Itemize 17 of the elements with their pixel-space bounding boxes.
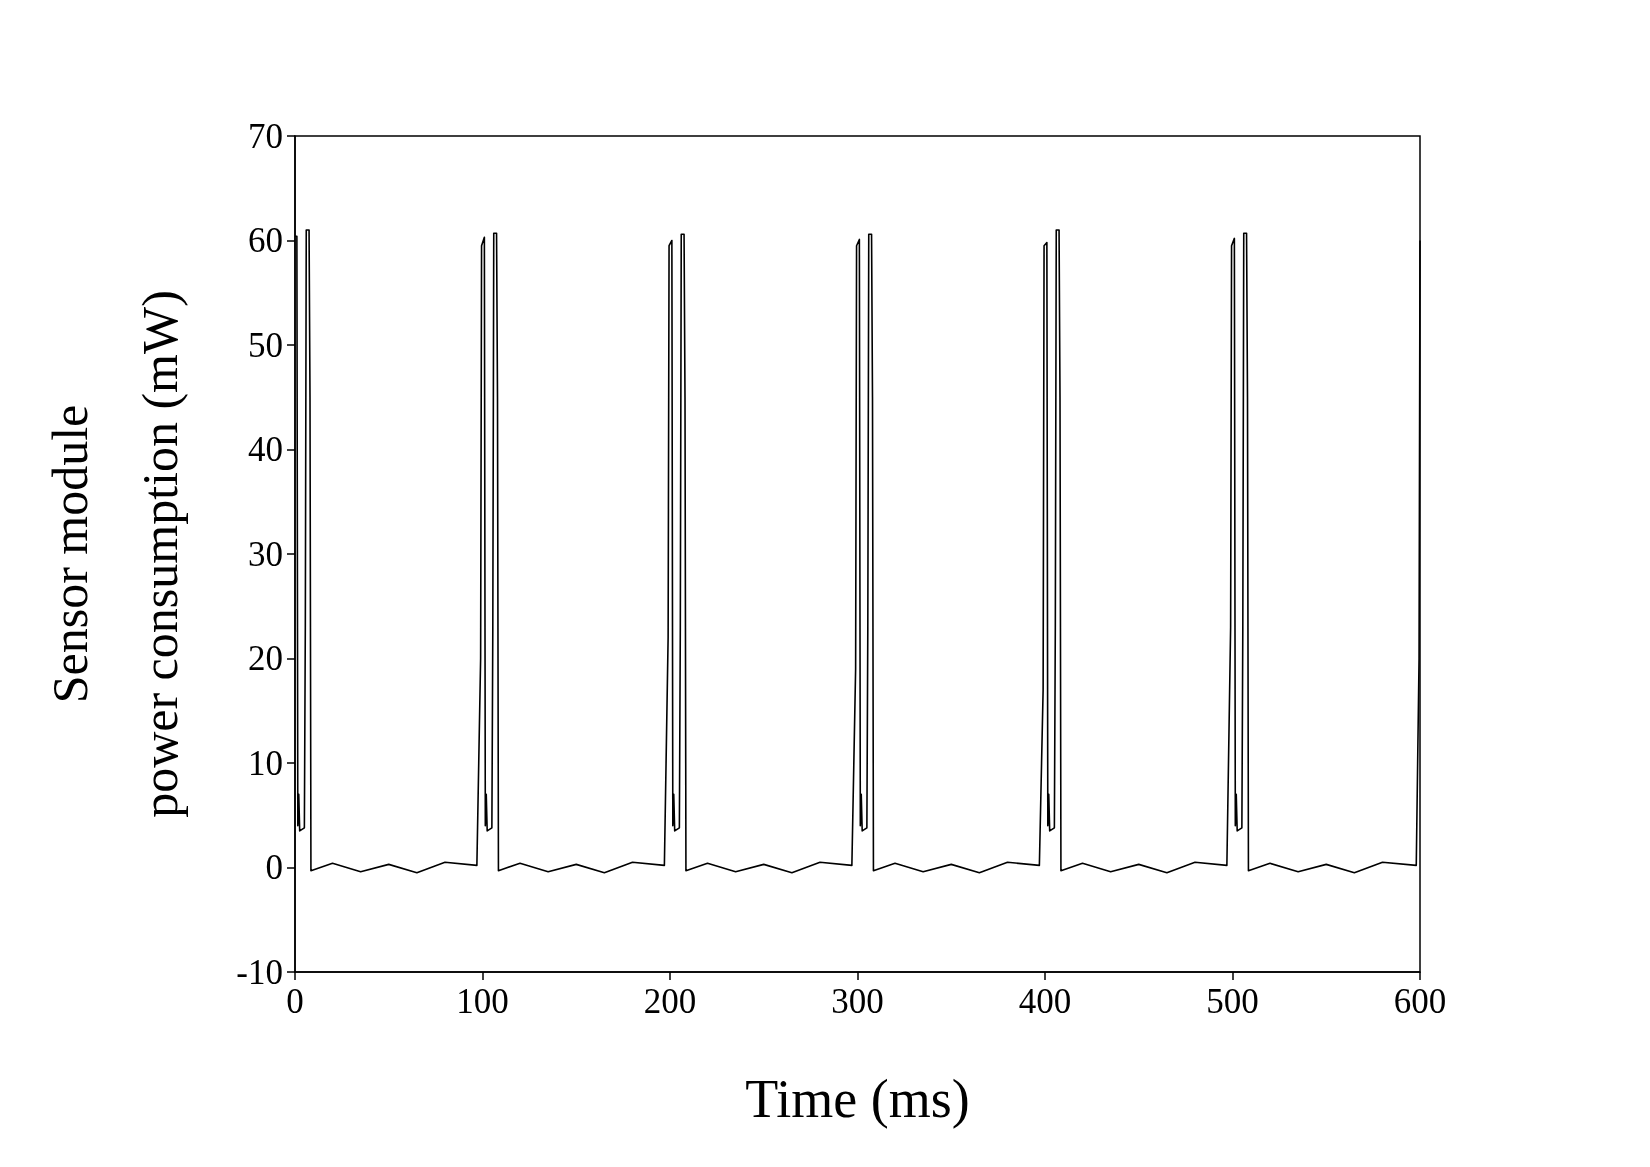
y-tick-label: 20 bbox=[248, 639, 283, 678]
y-tick-label: 50 bbox=[248, 325, 283, 365]
x-tick-label: 400 bbox=[1018, 982, 1072, 1021]
x-tick-label: 100 bbox=[456, 982, 509, 1021]
x-axis-title: Time (ms) bbox=[745, 1069, 970, 1129]
y-tick-label: -10 bbox=[236, 952, 283, 992]
y-tick-label: 70 bbox=[248, 116, 283, 156]
x-tick-label: 300 bbox=[831, 982, 884, 1021]
y-tick-label: 0 bbox=[265, 848, 283, 887]
x-tick-label: 600 bbox=[1393, 982, 1447, 1021]
x-tick-label: 500 bbox=[1206, 982, 1259, 1021]
y-tick-label: 60 bbox=[248, 221, 283, 260]
x-tick-label: 200 bbox=[643, 982, 697, 1021]
y-tick-label: 40 bbox=[248, 430, 283, 469]
y-tick-label: 30 bbox=[248, 534, 283, 574]
y-tick-label: 10 bbox=[248, 743, 283, 783]
y-axis-title: Sensor module power consumption (mW) bbox=[42, 290, 188, 818]
